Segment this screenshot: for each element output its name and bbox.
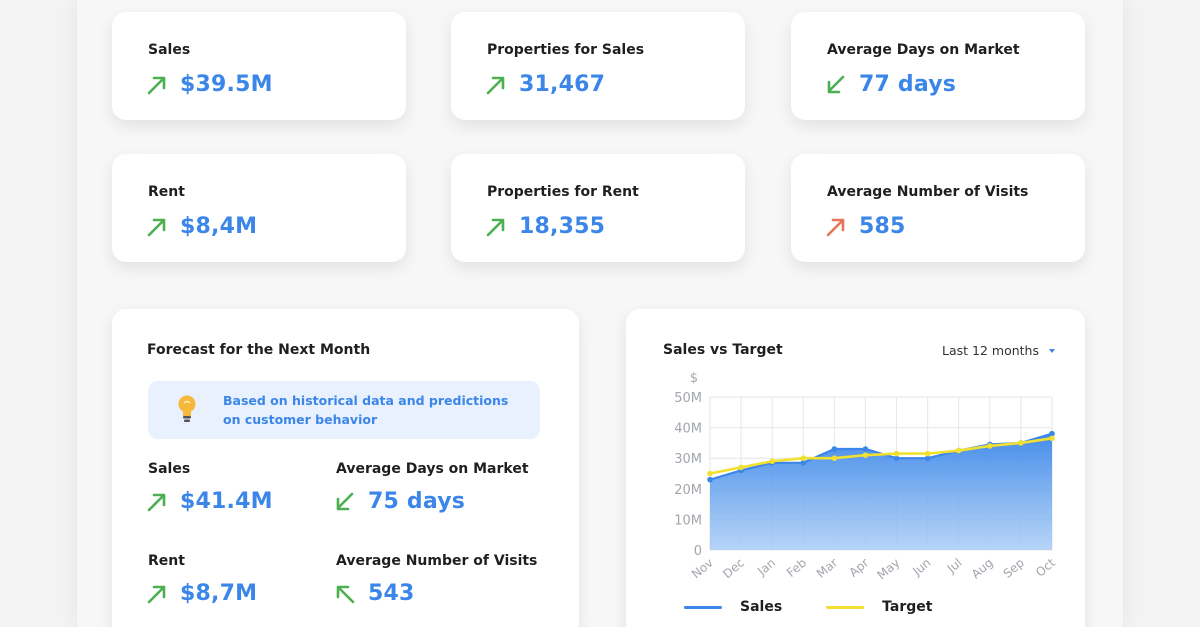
sales-point: [800, 459, 807, 466]
sales-vs-target-chart: 0 10M 20M 30M 40M 50M $ Nov Dec Jan Feb Mar Apr May Ju…: [674, 371, 1058, 583]
y-tick-label: 10M: [674, 513, 702, 528]
arrow-up-right-icon: [826, 218, 845, 236]
x-tick-label: Jan: [754, 556, 778, 579]
kpi-card-sales: Sales $39.5M: [112, 12, 406, 120]
target-point: [955, 447, 962, 454]
arrow-down-left-icon: [827, 75, 845, 93]
sales-point: [924, 455, 931, 461]
arrow-up-right-icon: [486, 218, 505, 236]
y-tick-label: 40M: [674, 422, 702, 437]
y-axis-label: $: [690, 371, 698, 386]
kpi-label: Properties for Sales: [487, 42, 645, 58]
arrow-up-right-icon: [147, 493, 166, 511]
legend-label-sales: Sales: [740, 599, 783, 615]
y-tick-label: 20M: [674, 483, 702, 498]
legend-swatch-target: [826, 605, 865, 609]
x-tick-label: Sep: [1001, 556, 1027, 581]
kpi-card-rent: Rent $8,4M: [112, 154, 406, 262]
sales-point: [831, 446, 838, 452]
x-tick-label: Nov: [689, 556, 716, 582]
kpi-label: Sales: [148, 42, 191, 58]
target-point: [738, 464, 744, 471]
kpi-value: 77 days: [859, 72, 957, 97]
kpi-value: 31,467: [519, 72, 606, 97]
y-tick-label: 30M: [674, 452, 702, 467]
forecast-label: Average Days on Market: [336, 461, 529, 477]
kpi-value: 585: [859, 214, 906, 239]
sales-point: [893, 455, 900, 461]
sales-point: [707, 476, 713, 483]
x-tick-label: Dec: [720, 556, 747, 582]
forecast-title: Forecast for the Next Month: [147, 342, 371, 358]
x-tick-label: May: [874, 556, 902, 583]
kpi-card-properties-for-sales: Properties for Sales 31,467: [451, 12, 745, 120]
x-tick-label: Jun: [909, 556, 933, 579]
kpi-value: $8,4M: [180, 214, 258, 239]
arrow-down-left-icon: [336, 492, 354, 510]
forecast-card: Forecast for the Next Month Based on his…: [112, 309, 579, 627]
chart-legend: Sales Target: [684, 599, 932, 615]
kpi-label: Average Number of Visits: [827, 184, 1029, 200]
forecast-value: 75 days: [368, 489, 466, 514]
kpi-value: 18,355: [519, 214, 606, 239]
kpi-label: Average Days on Market: [827, 42, 1020, 58]
sales-vs-target-card: Sales vs Target Last 12 months 0 10M 20M 30…: [626, 309, 1085, 627]
forecast-value: $8,7M: [180, 581, 258, 606]
lightbulb-icon: [178, 395, 196, 422]
forecast-label: Average Number of Visits: [336, 553, 538, 569]
target-point: [831, 455, 838, 461]
y-tick-label: 0: [694, 544, 702, 559]
x-tick-label: Aug: [969, 556, 996, 582]
x-tick-label: Apr: [846, 556, 871, 580]
sales-point: [862, 446, 869, 452]
info-text: Based on historical data and predictions…: [223, 393, 509, 427]
arrow-up-right-icon: [147, 585, 166, 603]
info-banner: Based on historical data and predictions…: [148, 381, 540, 439]
kpi-label: Properties for Rent: [487, 184, 639, 200]
sales-area: [710, 433, 1052, 550]
forecast-label: Sales: [148, 461, 191, 477]
target-line: [709, 437, 1053, 475]
legend-swatch-sales: [684, 605, 722, 609]
target-point: [1018, 440, 1024, 446]
kpi-card-average-days-on-market: Average Days on Market 77 days: [791, 12, 1085, 120]
kpi-value: $39.5M: [180, 72, 273, 97]
arrow-up-right-icon: [147, 76, 166, 94]
target-point: [924, 450, 931, 457]
arrow-up-left-icon: [336, 585, 355, 603]
target-point: [1049, 435, 1055, 442]
sales-point: [1049, 430, 1055, 437]
y-tick-label: 50M: [674, 391, 702, 406]
target-point: [769, 458, 775, 465]
forecast-value: $41.4M: [180, 489, 273, 514]
chart-title: Sales vs Target: [663, 342, 783, 358]
x-tick-label: Feb: [784, 556, 809, 580]
legend-label-target: Target: [882, 599, 933, 615]
kpi-card-average-number-of-visits: Average Number of Visits 585: [791, 154, 1085, 262]
kpi-card-properties-for-rent: Properties for Rent 18,355: [451, 154, 745, 262]
chevron-down-icon: [1049, 348, 1055, 353]
forecast-label: Rent: [148, 553, 185, 569]
target-point: [800, 455, 807, 461]
range-dropdown[interactable]: Last 12 months: [942, 343, 1055, 358]
target-point: [987, 443, 993, 449]
forecast-value: 543: [368, 581, 415, 606]
target-point: [893, 450, 900, 457]
x-tick-label: Jul: [944, 556, 965, 577]
arrow-up-right-icon: [486, 76, 505, 94]
arrow-up-right-icon: [147, 218, 166, 236]
target-point: [862, 452, 869, 458]
target-point: [707, 470, 713, 477]
x-tick-label: Oct: [1033, 555, 1058, 579]
x-tick-label: Mar: [814, 556, 840, 581]
range-dropdown-label: Last 12 months: [942, 343, 1039, 358]
kpi-label: Rent: [148, 184, 185, 200]
